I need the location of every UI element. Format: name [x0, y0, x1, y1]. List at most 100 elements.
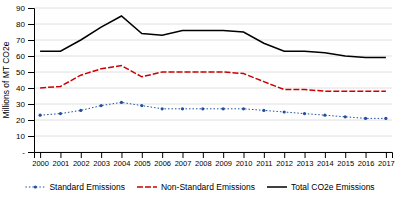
series-point — [364, 117, 367, 120]
x-tick-mark — [203, 152, 204, 158]
y-tick: 70 — [16, 36, 34, 45]
y-tick: 50 — [16, 68, 34, 77]
y-tick-mark — [28, 40, 34, 41]
x-tick: 2008 — [195, 152, 212, 168]
y-tick: 90 — [16, 4, 34, 13]
x-tick: 2004 — [114, 152, 131, 168]
y-tick-label: 80 — [16, 20, 25, 29]
y-tick-mark — [28, 120, 34, 121]
x-tick-label: 2013 — [297, 159, 314, 168]
series-point — [323, 114, 326, 117]
y-tick-mark — [28, 152, 34, 153]
x-tick-label: 2015 — [337, 159, 354, 168]
legend-swatch — [267, 186, 287, 188]
y-tick-label: 50 — [16, 68, 25, 77]
x-tick: 2013 — [297, 152, 314, 168]
x-tick-mark — [284, 152, 285, 158]
y-tick-label: 10 — [16, 132, 25, 141]
x-axis-line — [35, 153, 393, 159]
x-tick: 2003 — [93, 152, 110, 168]
x-tick-label: 2012 — [276, 159, 293, 168]
y-tick-label: 30 — [16, 100, 25, 109]
series-point — [222, 107, 225, 110]
y-tick: 30 — [16, 100, 34, 109]
grid-line — [34, 40, 392, 41]
x-tick-mark — [345, 152, 346, 158]
x-tick-label: 2011 — [256, 159, 272, 168]
y-axis-title: Millions of MT CO2e — [1, 41, 11, 118]
x-tick-mark — [325, 152, 326, 158]
x-tick-mark — [182, 152, 183, 158]
x-tick-mark — [366, 152, 367, 158]
plot: 2000 200120022003 200420052006 200720082009… — [16, 4, 395, 168]
series-line — [40, 102, 386, 118]
x-tick-mark — [223, 152, 224, 158]
legend-item: Non-Standard Emissions — [137, 182, 255, 192]
x-tick-label: 2014 — [317, 159, 334, 168]
x-tick: 2014 — [317, 152, 334, 168]
series-point — [283, 110, 286, 113]
x-tick-label: 2000 — [32, 159, 49, 168]
x-tick-mark — [121, 152, 122, 158]
y-tick-label: 70 — [16, 36, 25, 45]
y-tick-mark — [28, 88, 34, 89]
x-tick-label: 2007 — [175, 159, 192, 168]
x-tick-mark — [264, 152, 265, 158]
x-tick: 2011 — [256, 152, 272, 168]
x-axis: 2000 200120022003 200420052006 200720082009… — [32, 152, 394, 168]
y-tick: 40 — [16, 84, 34, 93]
x-tick-label: 2017 — [378, 159, 395, 168]
legend-label: Standard Emissions — [49, 182, 125, 192]
x-tick: 2007 — [175, 152, 192, 168]
x-tick-label: 2005 — [134, 159, 151, 168]
x-tick: 2017 — [378, 152, 395, 168]
series-point — [384, 117, 387, 120]
x-tick: 2012 — [276, 152, 293, 168]
series-point — [39, 114, 42, 117]
series-point — [303, 112, 306, 115]
x-tick-mark — [305, 152, 306, 158]
legend: Standard Emissions Non-Standard Emissions… — [25, 182, 374, 192]
grid-line — [34, 8, 392, 9]
y-tick-mark — [28, 136, 34, 137]
y-tick: 60 — [16, 52, 34, 61]
y-tick: 80 — [16, 20, 34, 29]
x-tick-mark — [142, 152, 143, 158]
series-line — [40, 16, 386, 58]
y-tick-mark — [28, 56, 34, 57]
grid-line — [34, 136, 392, 137]
x-tick: 2010 — [236, 152, 253, 168]
y-tick-label: 90 — [16, 4, 25, 13]
x-tick-label: 2001 — [53, 159, 70, 168]
y-tick-mark — [28, 104, 34, 105]
y-tick-label: 20 — [16, 116, 25, 125]
legend-label: Total CO2e Emissions — [291, 182, 375, 192]
y-tick-mark — [28, 8, 34, 9]
y-tick-label: 60 — [16, 52, 25, 61]
grid-line — [34, 24, 392, 25]
x-tick-label: 2008 — [195, 159, 212, 168]
y-tick: - — [22, 148, 34, 157]
series-point — [262, 109, 265, 112]
x-tick-mark — [101, 152, 102, 158]
series-point — [59, 112, 62, 115]
series-point — [242, 107, 245, 110]
series-point — [140, 104, 143, 107]
series-point — [100, 104, 103, 107]
grid-line — [34, 120, 392, 121]
x-tick: 2002 — [73, 152, 90, 168]
legend-swatch — [137, 186, 157, 188]
y-axis-line — [28, 9, 35, 153]
legend-label: Non-Standard Emissions — [161, 182, 255, 192]
chart: 2000 200120022003 200420052006 200720082009… — [0, 0, 400, 198]
x-tick: 2009 — [215, 152, 232, 168]
x-tick-label: 2003 — [93, 159, 110, 168]
y-tick: 20 — [16, 116, 34, 125]
series-point — [181, 107, 184, 110]
series-point — [201, 107, 204, 110]
series-point — [344, 115, 347, 118]
series-point — [161, 107, 164, 110]
x-tick-label: 2004 — [114, 159, 131, 168]
x-tick: 2006 — [154, 152, 171, 168]
x-tick-label: 2002 — [73, 159, 90, 168]
